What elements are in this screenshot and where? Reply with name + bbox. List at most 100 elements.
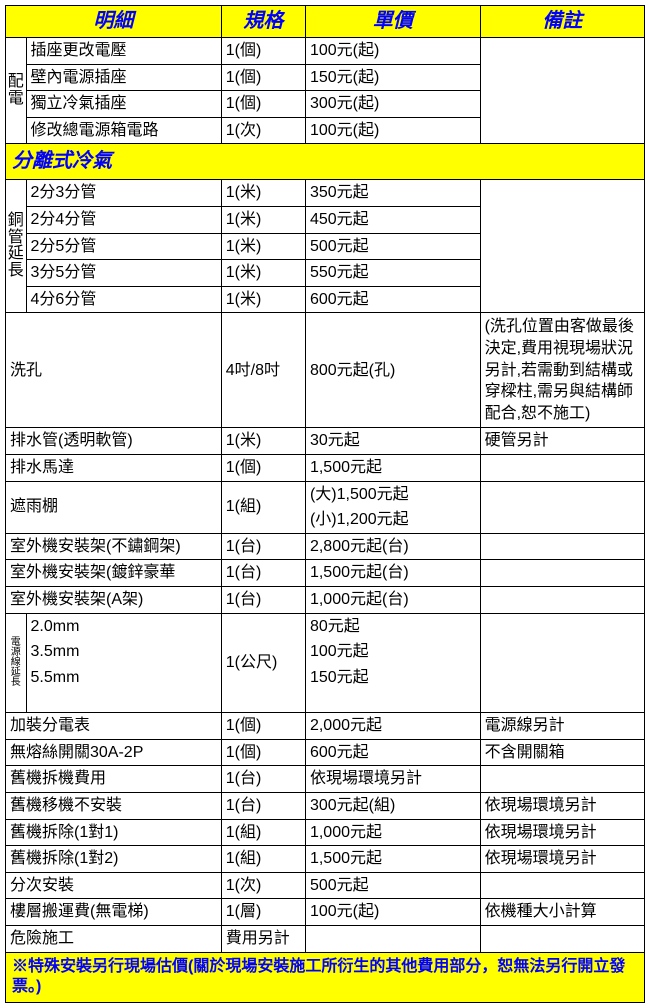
item-spec: 1(台) <box>221 560 305 587</box>
table-row: 舊機拆除(1對2) 1(組) 1,500元起 依現場環境另計 <box>6 846 645 873</box>
item-price: 100元(起) <box>305 38 480 65</box>
item-name: 分次安裝 <box>6 872 222 899</box>
item-price: 500元起 <box>305 872 480 899</box>
item-note <box>480 926 644 953</box>
item-spec: 1(米) <box>221 180 305 207</box>
item-price: 100元(起) <box>305 117 480 144</box>
item-spec: 4吋/8吋 <box>221 313 305 428</box>
item-name: 無熔絲開關30A-2P <box>6 739 222 766</box>
item-price: (小)1,200元起 <box>305 507 480 533</box>
header-spec: 規格 <box>221 6 305 38</box>
table-row: 室外機安裝架(不鏽鋼架) 1(台) 2,800元起(台) <box>6 533 645 560</box>
item-name: 樓層搬運費(無電梯) <box>6 899 222 926</box>
item-spec: 1(台) <box>221 793 305 820</box>
item-price <box>305 690 480 713</box>
item-spec: 1(公尺) <box>221 613 305 713</box>
item-note <box>480 872 644 899</box>
item-spec: 1(次) <box>221 117 305 144</box>
item-name: 壁內電源插座 <box>26 64 221 91</box>
header-row: 明細 規格 單價 備註 <box>6 6 645 38</box>
item-price: 300元(起) <box>305 91 480 118</box>
item-price: 依現場環境另計 <box>305 766 480 793</box>
section-header-row: 分離式冷氣 <box>6 144 645 180</box>
item-spec: 1(組) <box>221 481 305 533</box>
item-price: 1,500元起(台) <box>305 560 480 587</box>
item-price: 600元起 <box>305 286 480 313</box>
item-price <box>305 926 480 953</box>
item-name: 修改總電源箱電路 <box>26 117 221 144</box>
table-row: 室外機安裝架(鍍鋅豪華 1(台) 1,500元起(台) <box>6 560 645 587</box>
item-name: 獨立冷氣插座 <box>26 91 221 118</box>
item-spec: 1(台) <box>221 533 305 560</box>
item-name: 室外機安裝架(不鏽鋼架) <box>6 533 222 560</box>
item-name: 2分3分管 <box>26 180 221 207</box>
item-price: 800元起(孔) <box>305 313 480 428</box>
table-row: 電源線延長 2.0mm 1(公尺) 80元起 <box>6 613 645 639</box>
item-spec: 1(個) <box>221 91 305 118</box>
item-price: 300元起(組) <box>305 793 480 820</box>
item-note <box>480 613 644 713</box>
item-price: 100元起 <box>305 639 480 665</box>
table-row: 無熔絲開關30A-2P 1(個) 600元起 不含開關箱 <box>6 739 645 766</box>
item-note <box>480 533 644 560</box>
item-spec: 1(層) <box>221 899 305 926</box>
item-note <box>480 38 644 144</box>
item-name: 遮雨棚 <box>6 481 222 533</box>
item-note: 硬管另計 <box>480 428 644 455</box>
item-name: 加裝分電表 <box>6 713 222 740</box>
item-note <box>480 766 644 793</box>
table-row: 舊機拆機費用 1(台) 依現場環境另計 <box>6 766 645 793</box>
table-row: 洗孔 4吋/8吋 800元起(孔) (洗孔位置由客做最後決定,費用視現場狀況另計… <box>6 313 645 428</box>
footnote-row: ※特殊安裝另行現場估價(關於現場安裝施工所衍生的其他費用部分，恕無法另行開立發票… <box>6 952 645 1003</box>
item-spec: 1(次) <box>221 872 305 899</box>
item-name: 插座更改電壓 <box>26 38 221 65</box>
item-price: 150元(起) <box>305 64 480 91</box>
item-name: 室外機安裝架(A架) <box>6 586 222 613</box>
item-price: 1,500元起 <box>305 846 480 873</box>
item-spec: 1(組) <box>221 819 305 846</box>
item-name: 4分6分管 <box>26 286 221 313</box>
item-name: 洗孔 <box>6 313 222 428</box>
item-name: 危險施工 <box>6 926 222 953</box>
table-row: 銅管延長 2分3分管 1(米) 350元起 <box>6 180 645 207</box>
table-row: 樓層搬運費(無電梯) 1(層) 100元(起) 依機種大小計算 <box>6 899 645 926</box>
item-name: 排水管(透明軟管) <box>6 428 222 455</box>
item-name: 排水馬達 <box>6 454 222 481</box>
item-price: 150元起 <box>305 665 480 691</box>
table-row: 配電 插座更改電壓 1(個) 100元(起) <box>6 38 645 65</box>
table-row: 室外機安裝架(A架) 1(台) 1,000元起(台) <box>6 586 645 613</box>
header-detail: 明細 <box>6 6 222 38</box>
section-title: 分離式冷氣 <box>6 144 645 180</box>
item-name: 3.5mm <box>26 639 221 665</box>
item-price: 1,500元起 <box>305 454 480 481</box>
table-row: 分次安裝 1(次) 500元起 <box>6 872 645 899</box>
item-note: 依現場環境另計 <box>480 846 644 873</box>
group-label-wire: 電源線延長 <box>6 613 27 713</box>
item-note <box>480 560 644 587</box>
item-name: 室外機安裝架(鍍鋅豪華 <box>6 560 222 587</box>
item-name: 舊機移機不安裝 <box>6 793 222 820</box>
item-name: 舊機拆機費用 <box>6 766 222 793</box>
item-name: 3分5分管 <box>26 260 221 287</box>
item-price: 80元起 <box>305 613 480 639</box>
item-price: 1,000元起 <box>305 819 480 846</box>
item-price: 2,000元起 <box>305 713 480 740</box>
item-spec: 1(個) <box>221 454 305 481</box>
item-name: 舊機拆除(1對1) <box>6 819 222 846</box>
item-name: 5.5mm <box>26 665 221 691</box>
item-spec: 1(組) <box>221 846 305 873</box>
item-note: 依現場環境另計 <box>480 819 644 846</box>
item-note <box>480 481 644 533</box>
item-spec: 1(個) <box>221 64 305 91</box>
item-spec: 1(米) <box>221 428 305 455</box>
table-row: 排水管(透明軟管) 1(米) 30元起 硬管另計 <box>6 428 645 455</box>
table-row: 危險施工 費用另計 <box>6 926 645 953</box>
item-spec: 1(台) <box>221 766 305 793</box>
table-row: 排水馬達 1(個) 1,500元起 <box>6 454 645 481</box>
footnote-text: ※特殊安裝另行現場估價(關於現場安裝施工所衍生的其他費用部分，恕無法另行開立發票… <box>6 952 645 1003</box>
table-row: 加裝分電表 1(個) 2,000元起 電源線另計 <box>6 713 645 740</box>
item-name: 2.0mm <box>26 613 221 639</box>
item-price: 100元(起) <box>305 899 480 926</box>
item-price: 500元起 <box>305 233 480 260</box>
item-price: 600元起 <box>305 739 480 766</box>
